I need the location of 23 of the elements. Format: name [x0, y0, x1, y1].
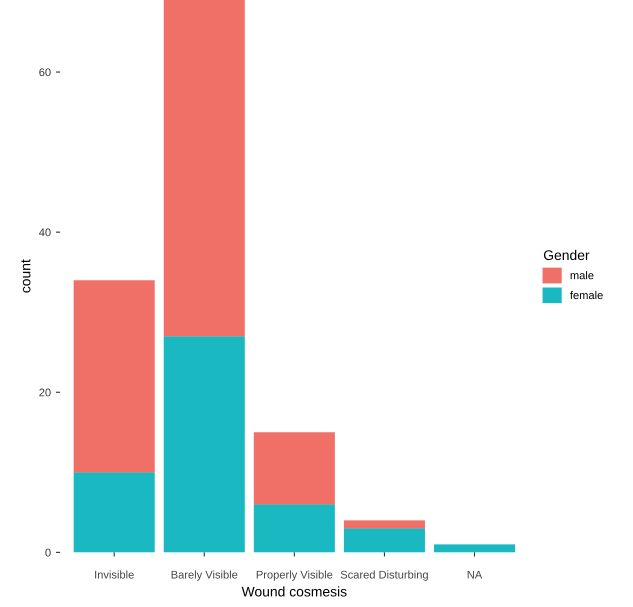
bar [344, 528, 425, 552]
y-tick-label: 40 [39, 228, 51, 236]
bar [74, 472, 155, 552]
x-tick-label: Scared Disturbing [340, 570, 428, 581]
y-tick-label: 20 [39, 388, 51, 396]
legend-label: female [570, 290, 603, 300]
x-tick-label: Properly Visible [256, 570, 332, 581]
legend-label: male [570, 271, 594, 280]
bar [254, 432, 335, 504]
bar [164, 336, 245, 552]
x-axis-title: Wound cosmesis [242, 586, 347, 597]
y-tick-label: 0 [45, 548, 51, 557]
bar [74, 280, 155, 472]
bar [344, 520, 425, 528]
y-tick-label: 60 [39, 68, 51, 76]
x-tick-label: Barely Visible [172, 570, 238, 581]
bar [164, 0, 245, 336]
y-axis-title: count [21, 259, 30, 293]
legend-title: Gender [544, 250, 590, 260]
bar [254, 504, 335, 552]
x-tick-label: Invisible [95, 570, 134, 579]
x-tick-label: NA [468, 570, 482, 578]
bar [434, 544, 516, 552]
